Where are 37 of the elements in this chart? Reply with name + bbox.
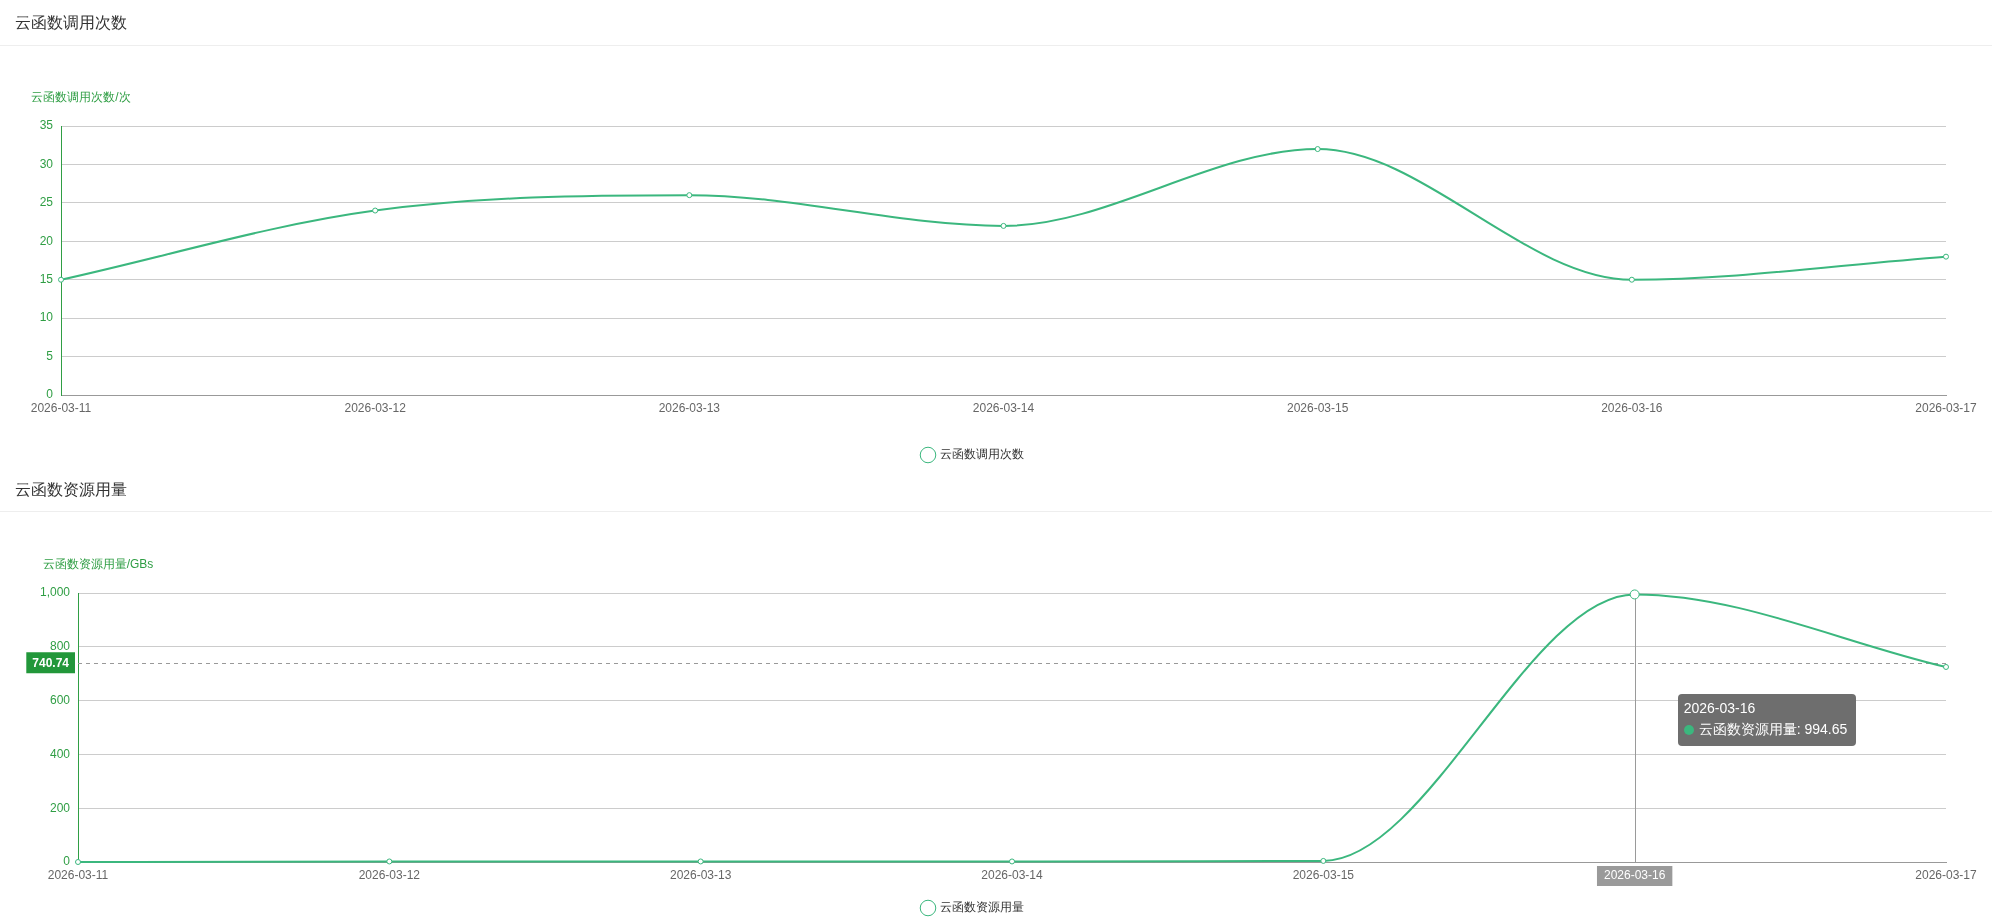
y-tick-label: 25 xyxy=(39,195,54,210)
y-tick-label: 20 xyxy=(39,233,54,248)
y-tick-label: 10 xyxy=(39,310,54,325)
x-tick-label: 2026-03-16 xyxy=(1601,400,1663,415)
y-tick-label: 35 xyxy=(39,118,54,133)
x-tick-label: 2026-03-13 xyxy=(658,400,721,415)
chart-title: 云函数资源用量 xyxy=(15,480,127,500)
y-tick-label: 30 xyxy=(39,156,54,171)
y-axis-title: 云函数调用次数/次 xyxy=(31,90,131,105)
x-tick-label: 2026-03-15 xyxy=(1292,867,1355,882)
y-tick-label: 400 xyxy=(49,746,71,761)
x-tick-label: 2026-03-15 xyxy=(1286,400,1349,415)
annotation: 2026-03-16 xyxy=(1683,700,1756,717)
x-tick-label: 2026-03-12 xyxy=(344,400,407,415)
y-tick-label: 0 xyxy=(46,387,54,402)
legend-label: 云函数调用次数 xyxy=(939,447,1024,462)
y-tick-label: 800 xyxy=(49,639,71,654)
y-tick-label: 0 xyxy=(63,854,71,869)
x-tick-label: 2026-03-12 xyxy=(358,867,421,882)
y-tick-label: 5 xyxy=(46,348,54,363)
x-tick-label: 2026-03-14 xyxy=(972,400,1035,415)
x-tick-label: 2026-03-11 xyxy=(47,867,109,882)
legend-label: 云函数资源用量 xyxy=(939,900,1024,915)
y-axis-title: 云函数资源用量/GBs xyxy=(42,557,154,572)
x-tick-label: 2026-03-17 xyxy=(1915,867,1978,882)
y-tick-label: 1,000 xyxy=(39,585,71,600)
y-tick-label: 600 xyxy=(49,692,71,707)
x-tick-label: 2026-03-17 xyxy=(1915,400,1978,415)
chart-title: 云函数调用次数 xyxy=(15,13,127,33)
x-tick-label: 2026-03-16 xyxy=(1603,867,1666,882)
x-tick-label: 2026-03-13 xyxy=(669,867,732,882)
x-tick-label: 2026-03-14 xyxy=(981,867,1044,882)
y-tick-label: 15 xyxy=(39,272,54,287)
annotation: 云函数资源用量: 994.65 xyxy=(1698,721,1848,738)
y-tick-label: 200 xyxy=(49,800,71,815)
ref-line-label: 740.74 xyxy=(32,656,70,671)
x-tick-label: 2026-03-11 xyxy=(30,400,92,415)
